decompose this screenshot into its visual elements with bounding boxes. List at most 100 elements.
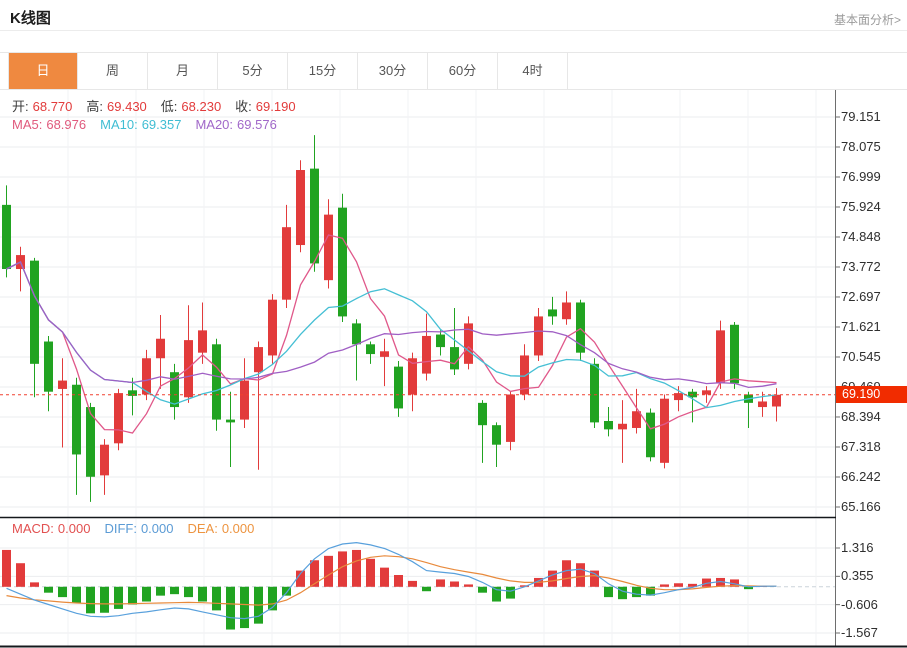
tab-period-4[interactable]: 15分 [288,53,358,89]
candle-body [142,358,151,395]
candle-body [730,324,739,384]
price-tick-label: 73.772 [841,259,881,274]
macd-hist-bar [744,586,753,590]
candle-body [324,214,333,281]
candle-body [548,309,557,317]
price-tick-label: 75.924 [841,199,881,214]
candle-body [408,358,417,395]
macd-hist-bar [86,586,95,614]
candle-body [674,393,683,401]
header-divider [0,30,907,31]
macd-legend: MACD: 0.000 DIFF: 0.000 DEA: 0.000 [12,521,268,536]
legend-label: DEA: [187,521,218,536]
macd-hist-bar [660,584,669,587]
legend-value: 69.357 [141,117,182,132]
fundamental-analysis-link[interactable]: 基本面分析> [833,13,901,27]
macd-hist-bar [520,585,529,587]
macd-hist-bar [450,581,459,587]
price-tick-label: 65.166 [841,499,881,514]
macd-hist-bar [170,586,179,595]
macd-hist-bar [296,570,305,587]
price-tick-label: 68.394 [841,409,881,424]
legend-value: 0.000 [57,521,91,536]
candle-body [520,355,529,395]
macd-hist-bar [590,570,599,587]
page-title: K线图 [10,10,51,27]
macd-hist-bar [282,586,291,596]
macd-hist-bar [2,549,11,587]
candle-body [450,347,459,370]
candle-body [772,394,781,407]
legend-label: 低: [160,99,178,114]
tab-period-6[interactable]: 60分 [428,53,498,89]
candle-body [562,302,571,320]
candle-body [758,401,767,408]
tab-period-7[interactable]: 4时 [498,53,568,89]
macd-hist-bar [198,586,207,602]
legend-value: 69.190 [255,99,296,114]
macd-hist-bar [226,586,235,630]
candle-body [576,302,585,353]
tab-period-3[interactable]: 5分 [218,53,288,89]
ma20-line [6,261,777,389]
candle-body [86,407,95,477]
candle-body [534,316,543,356]
macd-hist-bar [604,586,613,598]
macd-hist-bar [114,586,123,609]
macd-hist-bar [408,580,417,587]
candle-body [240,380,249,420]
macd-hist-bar [268,586,277,611]
tab-period-1[interactable]: 周 [78,53,148,89]
legend-value: 68.770 [32,99,73,114]
macd-hist-bar [674,583,683,587]
macd-tick-label: -0.606 [841,597,878,612]
candle-body [2,204,11,270]
legend-label: MACD: [12,521,54,536]
macd-hist-bar [128,586,137,605]
candle-body [352,323,361,345]
tab-period-2[interactable]: 月 [148,53,218,89]
macd-hist-bar [506,586,515,599]
candle-body [212,344,221,420]
price-tick-label: 78.075 [841,139,881,154]
macd-hist-bar [548,570,557,587]
candle-body [366,344,375,355]
price-tick-label: 79.151 [841,109,881,124]
legend-value: 69.576 [237,117,277,132]
macd-hist-bar [72,586,81,604]
legend-value: 68.976 [46,117,87,132]
candle-body [100,444,109,476]
macd-hist-bar [576,563,585,587]
macd-hist-bar [324,555,333,587]
current-price-badge: 69.190 [836,386,907,403]
macd-hist-bar [632,586,641,598]
price-tick-label: 74.848 [841,229,881,244]
macd-hist-bar [688,583,697,587]
macd-hist-bar [58,586,67,598]
candle-body [170,372,179,408]
candle-body [394,366,403,409]
candle-body [156,338,165,359]
macd-hist-bar [100,586,109,613]
tab-period-0[interactable]: 日 [8,53,78,89]
macd-hist-bar [422,586,431,592]
candle-body [464,323,473,364]
macd-hist-bar [464,584,473,587]
candle-body [380,351,389,357]
candle-body [618,423,627,430]
macd-hist-bar [30,582,39,587]
macd-tick-label: 1.316 [841,540,874,555]
diff-line [6,541,777,620]
candle-body [254,347,263,373]
legend-value: 0.000 [221,521,255,536]
candle-body [310,168,319,264]
macd-hist-bar [436,579,445,587]
macd-hist-bar [352,549,361,587]
macd-hist-bar [310,560,319,587]
macd-hist-bar [492,586,501,602]
candle-body [268,299,277,356]
candle-body [198,330,207,353]
tab-period-5[interactable]: 30分 [358,53,428,89]
